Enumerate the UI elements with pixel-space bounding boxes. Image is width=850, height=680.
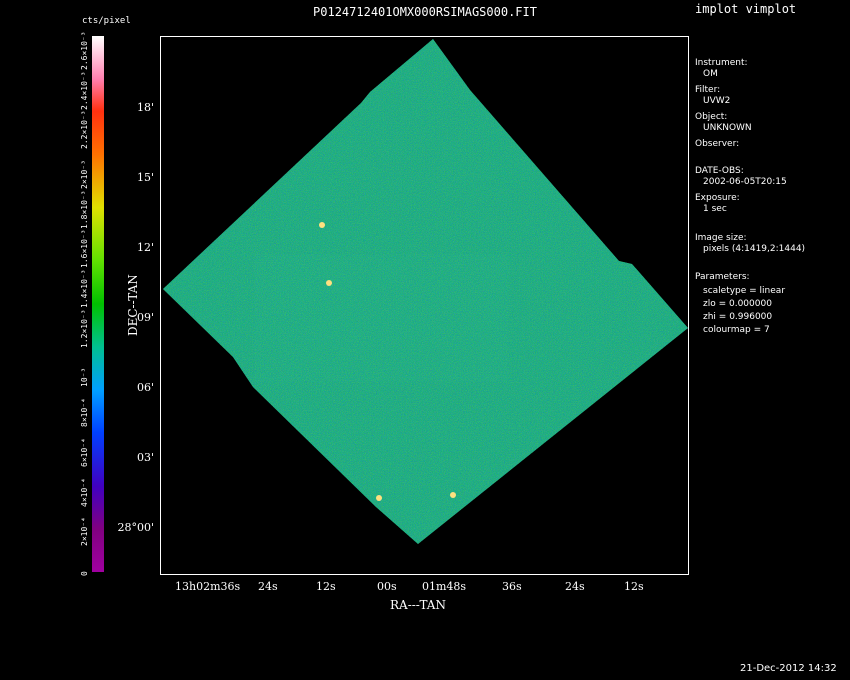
star-source xyxy=(450,492,456,498)
colorbar-tick-label: 2.6×10⁻³ xyxy=(80,31,89,70)
instrument-label: Instrument: xyxy=(695,58,748,68)
x-tick-label: 01m48s xyxy=(422,580,467,593)
x-tick-label: 24s xyxy=(258,580,278,593)
observer-label: Observer: xyxy=(695,139,740,149)
y-tick-label: 09' xyxy=(136,311,154,324)
star-source xyxy=(326,280,332,286)
y-tick-label: 18' xyxy=(136,101,154,114)
x-axis-label: RA---TAN xyxy=(390,598,446,612)
app-title: implot vimplot xyxy=(695,2,797,16)
colorbar-tick-label: 1.8×10⁻³ xyxy=(80,190,89,229)
star-source xyxy=(319,222,325,228)
timestamp: 21-Dec-2012 14:32 xyxy=(740,663,837,674)
y-tick-label: 12' xyxy=(136,241,154,254)
scaletype-value: scaletype = linear xyxy=(703,286,786,296)
date-obs-value: 2002-06-05T20:15 xyxy=(703,177,787,187)
zlo-value: zlo = 0.000000 xyxy=(703,299,772,309)
instrument-value: OM xyxy=(703,69,718,79)
colorbar-tick-label: 6×10⁻⁴ xyxy=(80,437,89,467)
x-tick-label: 12s xyxy=(316,580,336,593)
colorbar-tick-label: 1.4×10⁻³ xyxy=(80,269,89,309)
y-axis-label: DEC--TAN xyxy=(126,274,140,336)
colorbar-tick-label: 2×10⁻⁴ xyxy=(80,517,89,547)
plot-frame xyxy=(160,36,689,575)
chart-title: P0124712401OMX000RSIMAGS000.FIT xyxy=(313,5,537,19)
colorbar xyxy=(92,36,104,572)
zhi-value: zhi = 0.996000 xyxy=(703,312,773,322)
object-value: UNKNOWN xyxy=(703,123,752,133)
image-footprint xyxy=(163,39,688,544)
y-tick-label: 06' xyxy=(136,381,154,394)
colorbar-tick-label: 10⁻³ xyxy=(80,368,89,388)
colorbar-tick-label: 1.6×10⁻³ xyxy=(80,229,89,269)
filter-value: UVW2 xyxy=(703,96,731,106)
y-tick-label: 03' xyxy=(136,451,154,464)
y-tick-label: 28°00' xyxy=(117,521,154,534)
colorbar-tick-label: 2.4×10⁻³ xyxy=(80,71,89,110)
colorbar-tick-label: 8×10⁻⁴ xyxy=(80,398,89,428)
image-noise-layer xyxy=(163,39,688,544)
colorbar-tick-label: 0 xyxy=(80,571,89,576)
image-size-value: pixels (4:1419,2:1444) xyxy=(703,244,806,254)
x-tick-label: 12s xyxy=(624,580,644,593)
sky-image xyxy=(163,39,688,544)
date-obs-label: DATE-OBS: xyxy=(695,166,744,176)
object-label: Object: xyxy=(695,112,728,122)
y-tick-label: 15' xyxy=(136,171,154,184)
x-tick-label: 00s xyxy=(377,580,397,593)
x-tick-label: 13h02m36s xyxy=(175,580,241,593)
colorbar-tick-label: 2×10⁻³ xyxy=(80,160,89,189)
image-size-label: Image size: xyxy=(695,233,747,243)
colourmap-value: colourmap = 7 xyxy=(703,325,770,335)
colorbar-units: cts/pixel xyxy=(82,16,131,26)
colorbar-tick-label: 4×10⁻⁴ xyxy=(80,477,89,507)
parameters-label: Parameters: xyxy=(695,272,750,282)
exposure-value: 1 sec xyxy=(703,204,727,214)
colorbar-tick-label: 2.2×10⁻³ xyxy=(80,110,89,150)
star-source xyxy=(376,495,382,501)
x-tick-label: 36s xyxy=(502,580,522,593)
x-tick-label: 24s xyxy=(565,580,585,593)
filter-label: Filter: xyxy=(695,85,721,95)
colorbar-tick-label: 1.2×10⁻³ xyxy=(80,309,89,348)
exposure-label: Exposure: xyxy=(695,193,740,203)
